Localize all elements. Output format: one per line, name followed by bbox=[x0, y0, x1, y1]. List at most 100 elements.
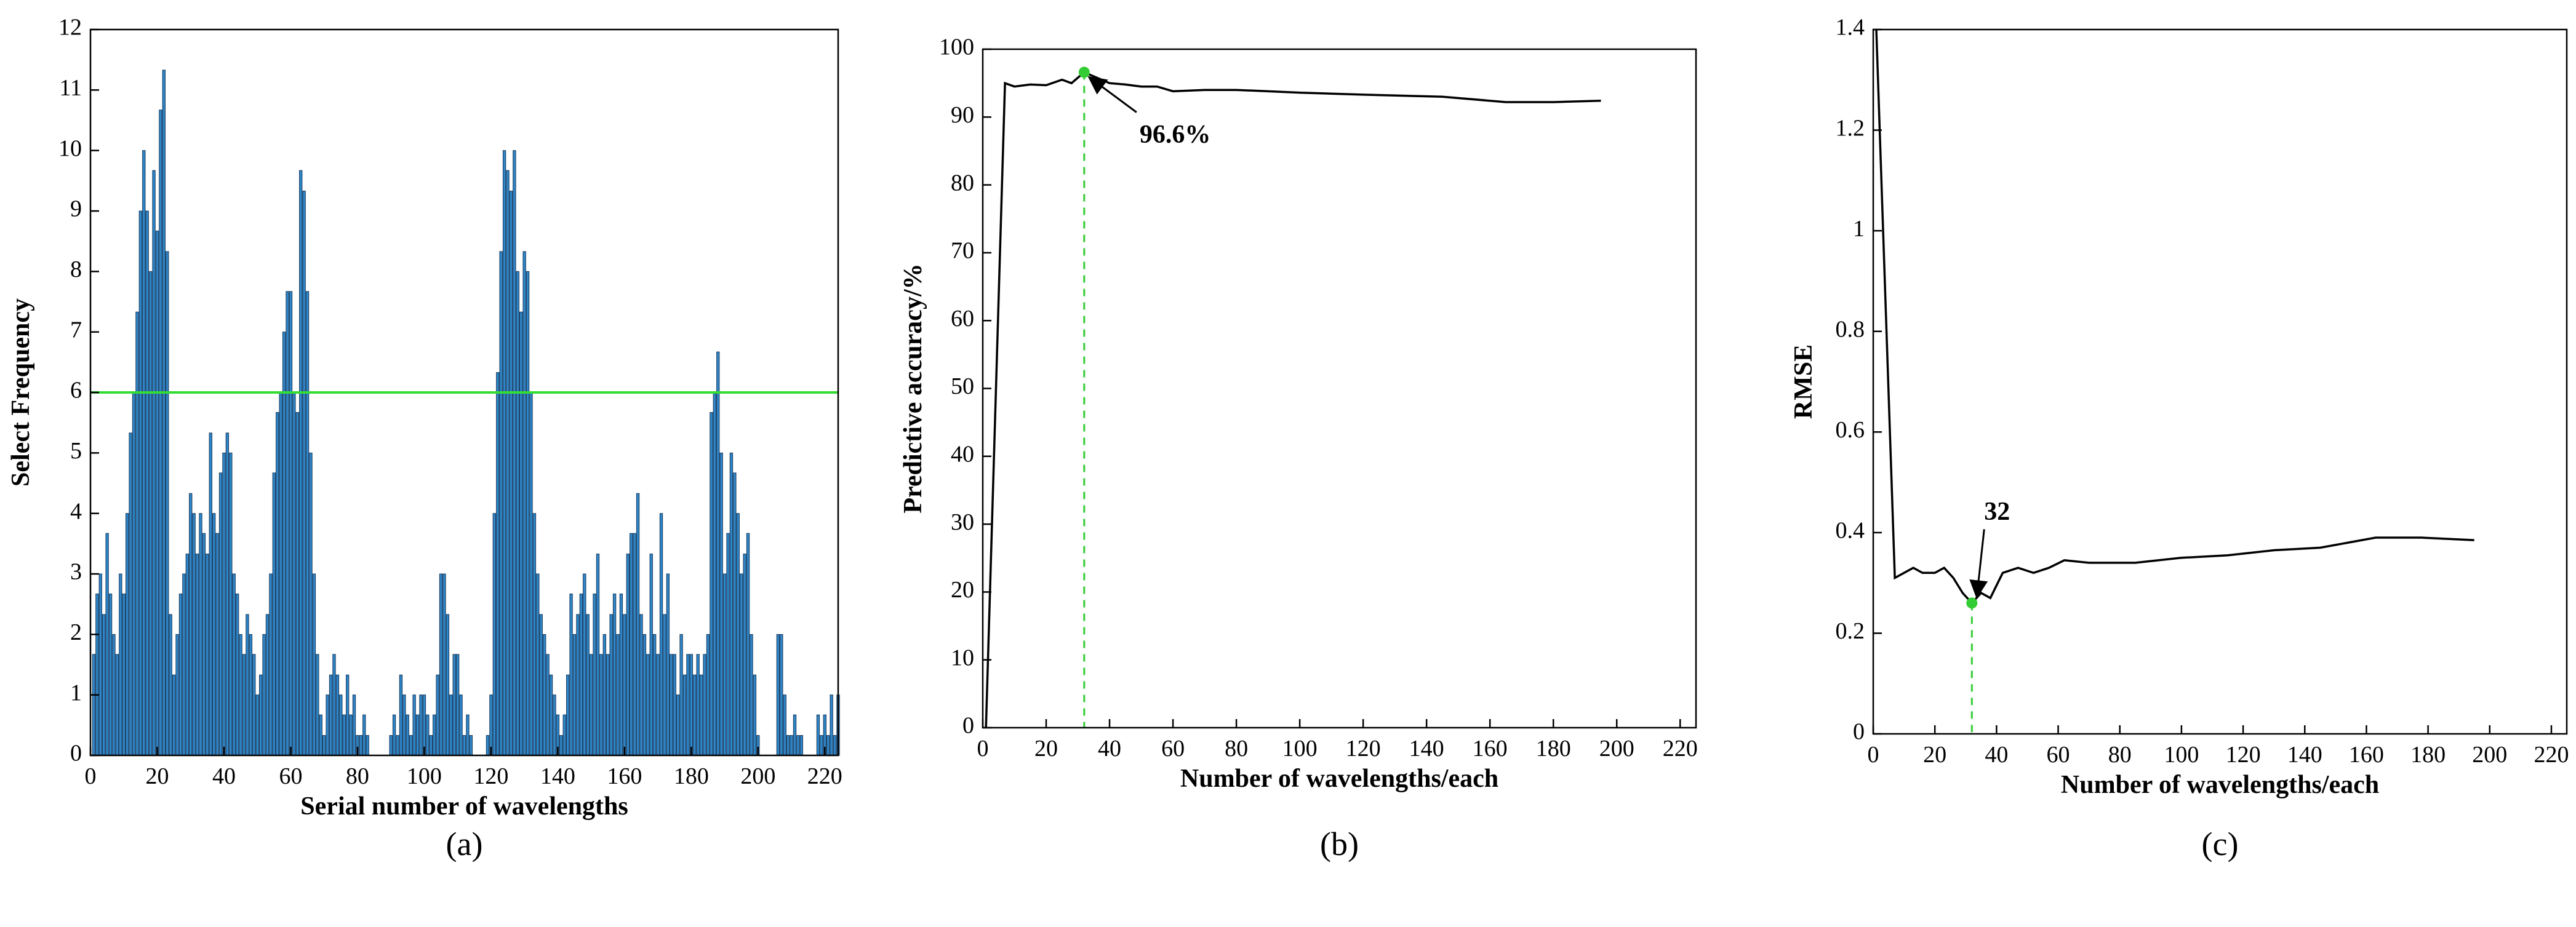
bar bbox=[279, 392, 282, 756]
bar bbox=[182, 573, 186, 756]
bar bbox=[185, 554, 189, 756]
bar bbox=[572, 634, 577, 756]
y-tick-label: 100 bbox=[939, 34, 974, 60]
bar bbox=[833, 735, 837, 756]
bar bbox=[602, 634, 606, 756]
y-axis-label: Predictive accuracy/% bbox=[899, 263, 927, 513]
bar bbox=[746, 533, 750, 756]
bar bbox=[412, 694, 416, 756]
bar bbox=[689, 654, 694, 756]
bar bbox=[402, 694, 406, 756]
bar bbox=[670, 654, 673, 756]
bar bbox=[549, 674, 553, 756]
bar bbox=[596, 554, 600, 756]
bar bbox=[780, 634, 783, 756]
bar bbox=[252, 654, 256, 756]
bar bbox=[609, 614, 613, 756]
bar bbox=[743, 554, 746, 756]
bar bbox=[335, 674, 340, 756]
bar bbox=[753, 674, 757, 756]
bar bbox=[362, 714, 366, 756]
bar bbox=[349, 714, 353, 756]
annotation-label: 32 bbox=[1984, 498, 2010, 526]
y-tick-label: 0.4 bbox=[1836, 518, 1865, 544]
bar bbox=[462, 735, 466, 756]
bar bbox=[636, 493, 640, 756]
x-tick-label: 200 bbox=[1599, 736, 1634, 762]
bar bbox=[225, 432, 230, 756]
x-tick-label: 60 bbox=[2047, 742, 2070, 768]
annotation-label: 96.6% bbox=[1140, 121, 1211, 149]
bar bbox=[269, 573, 273, 756]
x-tick-label: 220 bbox=[1663, 736, 1698, 762]
bar bbox=[436, 674, 439, 756]
y-tick-label: 40 bbox=[951, 442, 974, 467]
bar bbox=[449, 694, 453, 756]
annotation-arrow bbox=[1969, 529, 1988, 599]
bar bbox=[716, 351, 720, 756]
bar bbox=[309, 452, 313, 756]
y-tick-label: 3 bbox=[70, 559, 82, 585]
bar bbox=[466, 714, 470, 756]
bar bbox=[255, 694, 259, 756]
bar bbox=[703, 654, 706, 756]
x-tick-label: 160 bbox=[2349, 742, 2384, 768]
bar bbox=[166, 251, 169, 756]
x-tick-label: 220 bbox=[2534, 742, 2569, 768]
bar bbox=[189, 493, 193, 756]
bar bbox=[559, 735, 563, 756]
x-tick-label: 20 bbox=[1034, 736, 1058, 762]
annotation-arrow bbox=[1087, 76, 1137, 113]
bar bbox=[319, 714, 322, 756]
x-tick-label: 180 bbox=[1536, 736, 1571, 762]
bar bbox=[513, 150, 516, 756]
y-tick-label: 0.6 bbox=[1836, 417, 1865, 443]
x-tick-label: 40 bbox=[212, 763, 236, 789]
y-tick-label: 9 bbox=[70, 196, 82, 222]
bar bbox=[302, 191, 306, 756]
x-tick-label: 220 bbox=[807, 763, 842, 789]
bar bbox=[729, 452, 734, 756]
x-tick-label: 140 bbox=[2287, 742, 2322, 768]
y-tick-label: 80 bbox=[951, 170, 974, 196]
bar bbox=[132, 392, 136, 756]
bar bbox=[616, 634, 620, 756]
bar bbox=[389, 735, 393, 756]
bar bbox=[790, 735, 793, 756]
bar bbox=[713, 392, 716, 756]
bar bbox=[562, 714, 566, 756]
bar bbox=[299, 170, 303, 756]
bar bbox=[536, 573, 540, 756]
y-tick-label: 1 bbox=[70, 680, 82, 706]
y-axis-label: RMSE bbox=[1790, 344, 1818, 419]
bar bbox=[276, 412, 279, 756]
axes-frame bbox=[982, 48, 1697, 729]
bar bbox=[206, 554, 209, 756]
x-tick-label: 40 bbox=[1098, 736, 1121, 762]
bar bbox=[553, 694, 556, 756]
bar bbox=[526, 271, 530, 756]
bar bbox=[646, 654, 650, 756]
x-tick-label: 0 bbox=[1868, 742, 1879, 768]
bar bbox=[633, 533, 636, 756]
x-tick-label: 80 bbox=[2108, 742, 2132, 768]
bar bbox=[342, 714, 346, 756]
bar bbox=[212, 513, 216, 756]
bar bbox=[726, 533, 730, 756]
bar bbox=[345, 674, 350, 756]
bar bbox=[229, 452, 233, 756]
y-tick-label: 50 bbox=[951, 373, 974, 399]
bar bbox=[666, 573, 670, 756]
bar bbox=[192, 513, 196, 756]
bar bbox=[162, 70, 166, 756]
bar bbox=[409, 735, 413, 756]
x-axis-label: Number of wavelengths/each bbox=[2061, 771, 2379, 799]
bar bbox=[433, 714, 436, 756]
y-tick-label: 8 bbox=[70, 257, 82, 282]
bar bbox=[786, 735, 790, 756]
bar bbox=[415, 714, 420, 756]
bar bbox=[710, 412, 713, 756]
bar bbox=[566, 674, 570, 756]
bar bbox=[115, 654, 119, 756]
x-tick-label: 180 bbox=[2410, 742, 2446, 768]
